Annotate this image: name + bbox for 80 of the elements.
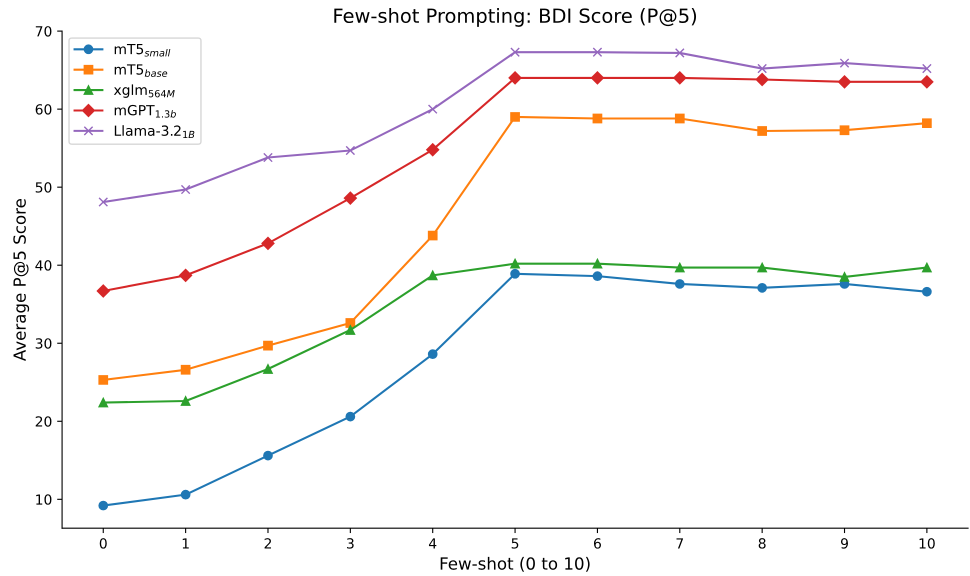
point <box>920 75 934 88</box>
point <box>263 340 273 350</box>
y-tick-label: 60 <box>36 104 52 115</box>
point <box>426 143 440 156</box>
point <box>510 47 520 58</box>
point <box>179 268 192 282</box>
legend-label: mT5$_{small}$ <box>114 44 170 57</box>
point <box>592 114 602 124</box>
point <box>180 396 190 406</box>
point <box>922 118 932 128</box>
y-axis-title: Average P@5 Score <box>13 199 30 362</box>
legend-label: mGPT$_{1.3b}$ <box>114 104 176 118</box>
point <box>757 262 768 272</box>
point <box>510 112 520 122</box>
y-tick-label: 50 <box>36 182 52 193</box>
point <box>756 72 769 86</box>
point <box>922 262 932 272</box>
x-tick-label: 0 <box>100 538 107 549</box>
y-tick-label: 20 <box>36 416 52 427</box>
point <box>757 64 768 74</box>
point <box>180 184 190 194</box>
point <box>96 284 110 298</box>
point <box>345 325 356 335</box>
x-tick-label: 10 <box>920 538 935 549</box>
point <box>345 146 356 156</box>
point <box>98 500 108 510</box>
point <box>98 375 108 385</box>
point <box>592 258 602 269</box>
x-tick-label: 3 <box>346 538 354 549</box>
point <box>757 282 768 293</box>
point <box>261 236 275 250</box>
point <box>674 114 685 124</box>
point <box>922 286 932 297</box>
point <box>428 270 438 280</box>
x-tick-label: 1 <box>182 538 189 548</box>
y-tick-label: 10 <box>36 494 52 505</box>
x-tick-label: 4 <box>428 538 436 548</box>
point <box>344 192 357 205</box>
point <box>98 197 108 207</box>
point <box>428 349 438 360</box>
point <box>263 364 273 374</box>
chart-title: Few-shot Prompting: BDI Score (P@5) <box>334 8 696 27</box>
point <box>840 58 850 68</box>
legend-label: Llama-3.2$_{1B}$ <box>114 125 194 138</box>
point <box>592 47 602 58</box>
point <box>263 450 273 460</box>
point <box>428 104 438 114</box>
x-tick-label: 7 <box>676 538 684 548</box>
point <box>674 262 685 272</box>
x-tick-label: 6 <box>594 538 601 549</box>
point <box>345 412 356 422</box>
point <box>180 364 190 375</box>
y-tick-label: 70 <box>36 26 52 37</box>
point <box>838 75 852 88</box>
point <box>674 48 685 58</box>
point <box>510 268 520 279</box>
point <box>428 230 438 240</box>
point <box>180 490 190 500</box>
point <box>590 71 604 85</box>
legend-label: xglm$_{564M}$ <box>114 84 175 98</box>
point <box>345 318 356 328</box>
point <box>840 125 850 136</box>
x-axis-title: Few-shot (0 to 10) <box>440 556 590 572</box>
y-tick-label: 30 <box>36 338 52 349</box>
x-tick-label: 9 <box>840 538 848 549</box>
point <box>592 271 602 281</box>
point <box>840 272 850 282</box>
point <box>508 71 522 85</box>
point <box>510 258 520 269</box>
point <box>98 398 108 408</box>
point <box>922 64 932 74</box>
point <box>674 279 685 289</box>
x-tick-label: 2 <box>264 538 272 548</box>
x-tick-label: 5 <box>512 538 518 549</box>
legend-label: mT5$_{base}$ <box>114 64 168 77</box>
point <box>757 126 768 136</box>
x-tick-label: 8 <box>758 538 766 549</box>
point <box>263 152 273 162</box>
point <box>673 71 686 85</box>
y-tick-label: 40 <box>35 260 52 271</box>
